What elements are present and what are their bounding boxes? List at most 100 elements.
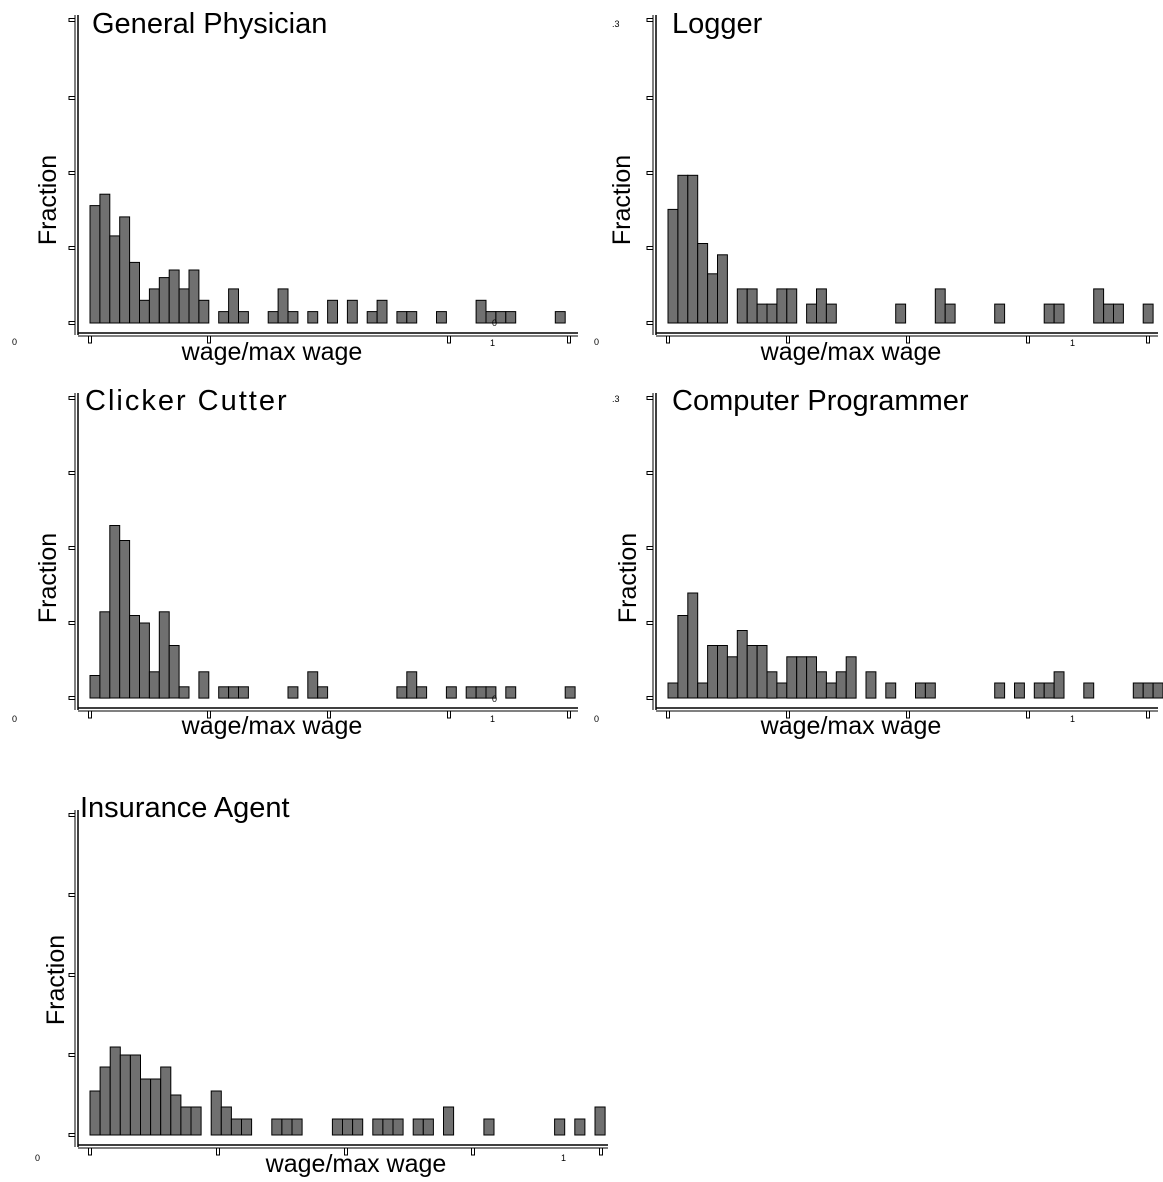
- histogram-bar: [554, 1118, 566, 1136]
- histogram-bar: [307, 671, 319, 699]
- histogram-bar: [766, 671, 778, 699]
- x-tick: [567, 710, 571, 719]
- histogram-bar: [994, 303, 1006, 324]
- histogram-bar: [697, 243, 709, 324]
- x-tick: [207, 335, 211, 344]
- panel-title: Insurance Agent: [80, 792, 290, 824]
- y-tick: [646, 96, 654, 100]
- y-tick: [68, 973, 76, 977]
- histogram-bar: [495, 311, 507, 324]
- x-tick: [666, 710, 670, 719]
- histogram-bar: [139, 622, 150, 699]
- histogram-bar: [707, 645, 718, 699]
- histogram-bar: [845, 656, 857, 699]
- histogram-bar: [1093, 288, 1105, 324]
- histogram-bar: [317, 686, 329, 699]
- histogram-bar: [158, 277, 170, 324]
- histogram-bar: [707, 273, 718, 324]
- histogram-bar: [994, 682, 1006, 699]
- histogram-bar: [825, 682, 837, 699]
- x-tick-label-one: 1: [1070, 338, 1075, 348]
- histogram-bar: [412, 1118, 424, 1136]
- histogram-bar: [885, 682, 897, 699]
- histogram-bar: [376, 299, 388, 324]
- y-tick: [68, 471, 76, 475]
- x-tick: [88, 710, 92, 719]
- histogram-bar: [436, 311, 447, 324]
- x-tick: [207, 710, 211, 719]
- x-tick: [327, 710, 331, 719]
- histogram-bar: [198, 671, 210, 699]
- histogram-bar: [178, 686, 190, 699]
- histogram-bar: [594, 1106, 606, 1136]
- histogram-bar: [168, 645, 180, 699]
- histogram-bar: [396, 686, 408, 699]
- histogram-bar: [406, 671, 418, 699]
- histogram-bar: [835, 671, 847, 699]
- histogram-bar: [129, 1054, 141, 1136]
- histogram-bar: [218, 686, 230, 699]
- histogram-bar: [352, 1118, 364, 1136]
- histogram-bar: [158, 611, 170, 699]
- histogram-bar: [806, 656, 817, 699]
- histogram-bar: [89, 205, 101, 324]
- histogram-bar: [697, 682, 709, 699]
- histogram-bar: [895, 303, 907, 324]
- y-tick: [646, 546, 654, 550]
- histogram-bar: [806, 303, 817, 324]
- x-tick: [599, 1147, 603, 1156]
- x-tick-label-zero: 0: [35, 1153, 40, 1163]
- y-tick-label-top: .3: [612, 19, 620, 29]
- y-tick: [68, 696, 76, 700]
- y-tick: [68, 1053, 76, 1057]
- y-tick: [646, 321, 654, 325]
- x-axis-label: wage/max wage: [760, 338, 942, 366]
- histogram-bar: [109, 1046, 121, 1136]
- histogram-bar: [505, 686, 517, 699]
- histogram-bar: [564, 686, 576, 699]
- histogram-bar: [148, 288, 160, 324]
- histogram-bar: [238, 686, 249, 699]
- x-axis-label: wage/max wage: [265, 1150, 447, 1178]
- x-tick-label-zero: 0: [12, 337, 17, 347]
- panel-logger: Logger wage/max wage Fraction 0 1 .3: [594, 8, 1158, 366]
- histogram-bar: [271, 1118, 283, 1136]
- x-tick-label-stray: 0: [492, 318, 497, 328]
- histogram-bar: [485, 686, 497, 699]
- histogram-bar: [99, 1066, 111, 1136]
- histogram-bar: [483, 1118, 495, 1136]
- histogram-bar: [119, 216, 131, 324]
- histogram-bar: [327, 299, 339, 324]
- histogram-bar: [1142, 682, 1154, 699]
- histogram-bar: [677, 174, 689, 324]
- y-tick: [68, 546, 76, 550]
- histogram-bar: [816, 288, 827, 324]
- histogram-bar: [168, 269, 180, 324]
- y-tick: [68, 246, 76, 250]
- histogram-bar: [475, 299, 487, 324]
- histogram-bar: [786, 288, 798, 324]
- y-tick: [68, 893, 76, 897]
- y-tick: [68, 621, 76, 625]
- y-tick: [646, 471, 654, 475]
- histogram-bar: [281, 1118, 293, 1136]
- histogram-bar: [746, 645, 758, 699]
- histogram-bar: [148, 671, 160, 699]
- histogram-bar: [1083, 682, 1095, 699]
- histogram-bar: [915, 682, 926, 699]
- y-tick: [68, 96, 76, 100]
- histogram-bar: [756, 645, 768, 699]
- x-tick: [786, 335, 790, 344]
- histogram-bar: [934, 288, 946, 324]
- panel-title: Logger: [672, 8, 763, 40]
- histogram-bar: [218, 311, 230, 324]
- histogram-bar: [1132, 682, 1144, 699]
- panel-title: Clicker Cutter: [85, 385, 289, 417]
- y-tick: [68, 171, 76, 175]
- histogram-bar: [443, 1106, 455, 1136]
- histogram-bar: [1152, 682, 1163, 699]
- histogram-bar: [188, 269, 200, 324]
- histogram-bar: [180, 1106, 192, 1136]
- histogram-bar: [1103, 303, 1114, 324]
- histogram-bar: [109, 525, 121, 699]
